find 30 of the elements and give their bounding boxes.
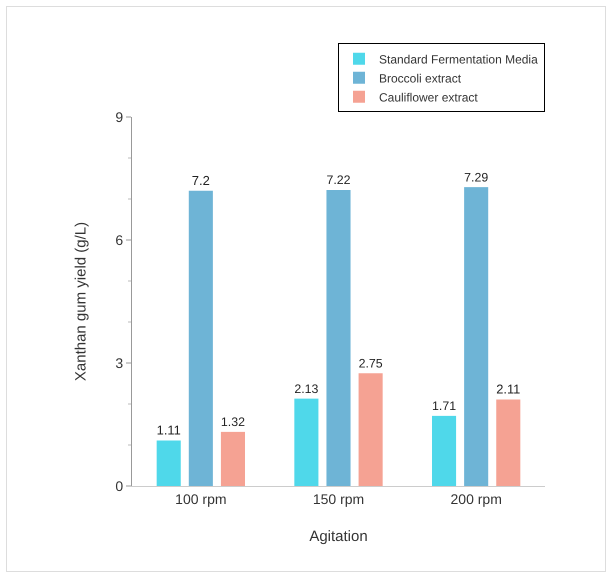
bar — [496, 399, 520, 486]
bar — [220, 432, 245, 486]
legend-label: Broccoli extract — [379, 71, 462, 86]
data-label: 1.32 — [220, 415, 246, 430]
data-label: 7.29 — [464, 170, 488, 184]
data-label: 7.22 — [326, 173, 351, 188]
x-tick-label: 200 rpm — [450, 490, 502, 507]
legend-label: Standard Fermentation Media — [379, 52, 538, 66]
y-axis-title: Xanthan gum yield (g/L) — [72, 222, 90, 382]
bar — [432, 416, 456, 486]
y-tick-label: 9 — [115, 108, 124, 125]
data-label: 2.11 — [496, 382, 520, 397]
y-tick-label: 3 — [115, 354, 124, 371]
bar — [156, 440, 181, 486]
bar — [358, 373, 383, 486]
bar — [464, 187, 488, 486]
x-tick-label: 100 rpm — [175, 490, 227, 507]
y-tick-label: 6 — [115, 232, 124, 248]
y-tick-label: 0 — [115, 478, 124, 494]
data-label: 2.75 — [358, 356, 383, 370]
data-label: 7.2 — [192, 172, 210, 188]
data-label: 2.13 — [294, 382, 319, 396]
data-label: 1.71 — [432, 399, 456, 414]
bar — [188, 190, 213, 486]
data-label: 1.11 — [156, 422, 181, 438]
bar — [326, 190, 351, 486]
legend-label: Cauliflower extract — [379, 90, 478, 104]
x-axis-title: Agitation — [309, 528, 368, 545]
x-tick-label: 150 rpm — [312, 490, 364, 507]
bar — [294, 398, 318, 486]
